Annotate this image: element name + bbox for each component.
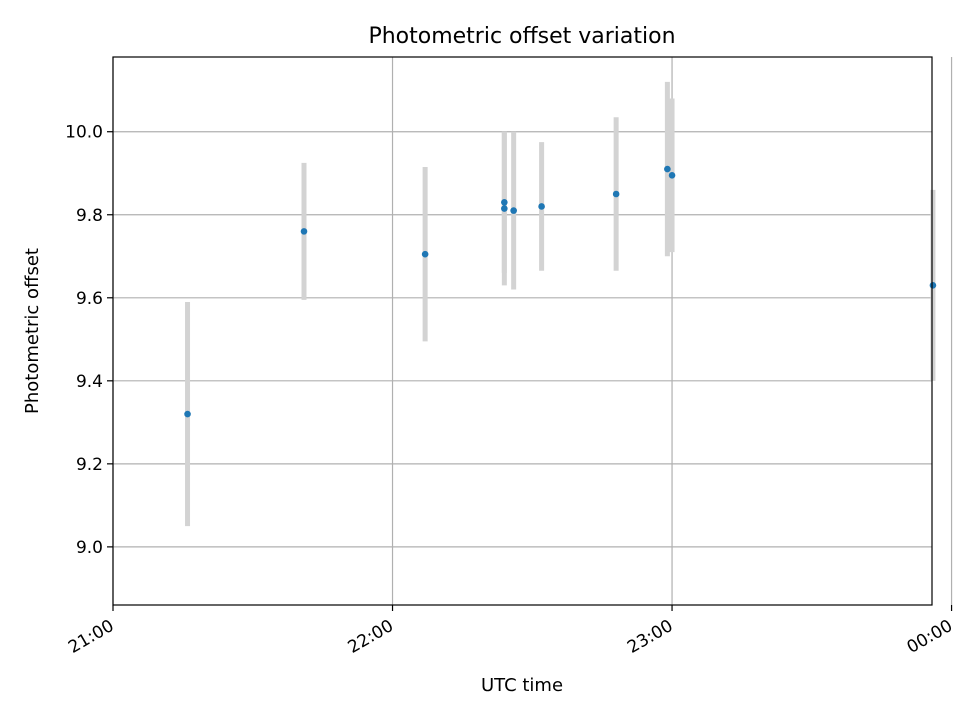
data-point xyxy=(510,207,517,214)
y-tick-label: 9.8 xyxy=(76,206,103,226)
data-point xyxy=(612,190,620,198)
data-point xyxy=(501,205,508,212)
y-tick-label: 9.6 xyxy=(76,289,103,309)
y-tick-label: 9.0 xyxy=(76,538,103,558)
x-axis-label: UTC time xyxy=(481,675,563,696)
plot-area xyxy=(112,56,953,606)
data-points xyxy=(184,165,937,418)
data-point xyxy=(421,250,429,258)
plot-frame xyxy=(112,56,933,606)
y-tick-label: 9.4 xyxy=(76,372,103,392)
data-point xyxy=(668,172,676,179)
y-tick-label: 10.0 xyxy=(65,123,103,143)
y-axis: 9.0 9.2 9.4 9.6 9.8 10.0 xyxy=(65,123,113,558)
data-point xyxy=(538,203,545,210)
data-point xyxy=(184,410,191,418)
chart-title: Photometric offset variation xyxy=(368,24,675,49)
y-axis-label: Photometric offset xyxy=(22,248,43,414)
plot-background xyxy=(113,57,932,605)
data-point xyxy=(501,199,508,206)
data-point xyxy=(929,282,937,289)
data-point xyxy=(300,228,308,235)
y-tick-label: 9.2 xyxy=(76,455,103,475)
data-point xyxy=(664,165,671,173)
